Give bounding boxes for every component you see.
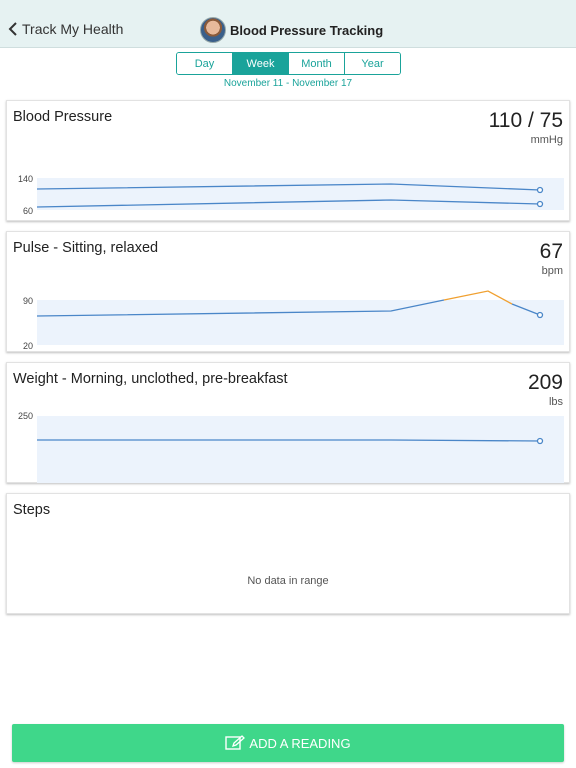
edit-note-icon xyxy=(225,735,246,750)
card-value: 67 xyxy=(539,240,563,263)
card-value: 209 xyxy=(527,371,563,394)
tab-week[interactable]: Week xyxy=(233,53,289,74)
chart-band xyxy=(37,300,564,345)
weight-chart: 250 xyxy=(18,411,564,483)
avatar xyxy=(200,17,226,43)
chart-band xyxy=(37,416,564,483)
add-reading-label: ADD A READING xyxy=(249,735,351,751)
weight-line xyxy=(37,439,541,442)
diastolic-line xyxy=(36,199,541,208)
nav-bar: Track My Health Blood Pressure Tracking xyxy=(0,0,576,48)
card-unit: bpm xyxy=(541,265,563,277)
tab-month[interactable]: Month xyxy=(289,53,345,74)
card-title: Steps xyxy=(13,502,51,518)
weight-card[interactable]: 250 Weight - Morning, unclothed, pre-bre… xyxy=(6,362,570,483)
card-unit: mmHg xyxy=(530,134,563,146)
card-title: Blood Pressure xyxy=(13,109,113,125)
data-point xyxy=(536,437,544,445)
empty-state-text: No data in range xyxy=(247,575,329,587)
chevron-left-icon xyxy=(8,22,17,36)
data-point xyxy=(536,311,544,319)
data-point xyxy=(536,186,544,194)
date-range: November 11 - November 17 xyxy=(223,78,353,89)
tab-day[interactable]: Day xyxy=(177,53,233,74)
card-title: Weight - Morning, unclothed, pre-breakfa… xyxy=(13,371,288,387)
pulse-line xyxy=(511,303,541,316)
y-tick-label: 60 xyxy=(23,206,33,216)
back-label: Track My Health xyxy=(22,21,124,37)
card-value: 110 / 75 xyxy=(488,109,563,132)
pulse-line-high xyxy=(443,290,513,305)
back-button[interactable]: Track My Health xyxy=(8,21,123,37)
y-tick-label: 250 xyxy=(18,411,33,421)
card-unit: lbs xyxy=(548,396,563,408)
blood-pressure-card[interactable]: 140 60 Blood Pressure 110 / 75 mmHg xyxy=(6,100,570,221)
y-tick-label: 20 xyxy=(23,341,33,351)
page-title: Blood Pressure Tracking xyxy=(230,22,384,38)
y-tick-label: 140 xyxy=(18,174,33,184)
y-tick-label: 90 xyxy=(23,296,33,306)
pulse-chart: 90 20 xyxy=(23,290,564,351)
systolic-line xyxy=(36,183,541,191)
period-segmented-control: Day Week Month Year xyxy=(176,52,401,75)
pulse-card[interactable]: 90 20 Pulse - Sitting, relaxed 67 bpm xyxy=(6,231,570,352)
data-point xyxy=(536,200,544,208)
blood-pressure-chart: 140 60 xyxy=(18,174,564,216)
nav-title-group: Blood Pressure Tracking xyxy=(200,17,383,43)
tab-year[interactable]: Year xyxy=(345,53,400,74)
add-reading-button[interactable]: ADD A READING xyxy=(12,724,564,762)
pulse-line xyxy=(36,299,445,317)
steps-card[interactable]: Steps No data in range xyxy=(6,493,570,614)
card-title: Pulse - Sitting, relaxed xyxy=(13,240,159,256)
